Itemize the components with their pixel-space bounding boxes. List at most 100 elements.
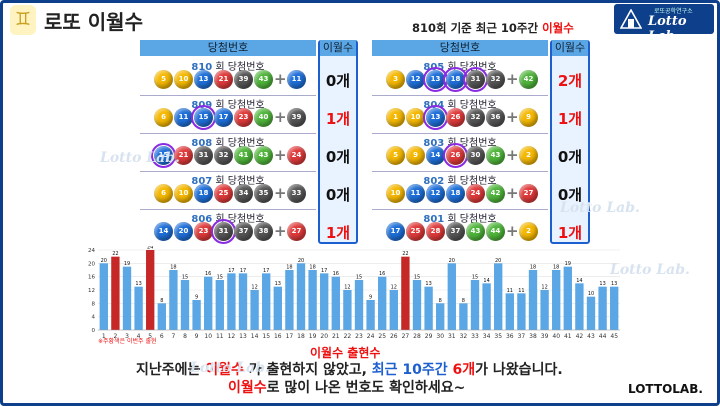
lotto-ball: 42 [486, 184, 505, 203]
data-label: 13 [275, 281, 281, 287]
brand-small-text: 로또공학연구소 [654, 8, 693, 15]
bar-6 [157, 303, 166, 330]
page-subtitle: 810회 기준 최근 10주간 이월수 [412, 20, 574, 36]
summary-keyword: 이월수 [228, 380, 267, 396]
x-tick-label: 21 [332, 333, 340, 340]
y-tick-label: 16 [88, 275, 95, 281]
bar-36 [505, 293, 514, 330]
data-label: 18 [286, 265, 292, 271]
y-tick-label: 8 [92, 301, 96, 307]
data-label: 15 [182, 275, 188, 281]
chart-legend-title: 이월수 출현수 [310, 346, 381, 360]
draw-number: 806 [191, 214, 213, 225]
lotto-ball: 18 [443, 67, 468, 92]
summary-text: 로 많이 나온 번호도 확인하세요~ [266, 380, 466, 396]
draw-row: 803 회 당첨번호 5 9 14 26 30 43 +2 0개 [372, 134, 590, 172]
draw-label-suffix: 회 당첨번호 [212, 214, 265, 225]
row-divider [140, 133, 316, 134]
carryover-count: 0개 [325, 72, 351, 90]
x-tick-label: 43 [587, 333, 595, 340]
data-label: 12 [391, 285, 397, 291]
carryover-count: 2개 [557, 72, 583, 90]
data-label: 20 [449, 258, 455, 264]
summary-count: 6개 [447, 362, 476, 378]
x-tick-label: 5 [148, 333, 152, 340]
x-tick-label: 31 [448, 333, 456, 340]
bar-4 [134, 286, 143, 330]
watermark: Lotto Lab. [190, 360, 270, 376]
draw-number: 810 [191, 62, 213, 73]
draw-label-suffix: 회 당첨번호 [444, 214, 497, 225]
data-label: 17 [228, 268, 234, 274]
lotto-ball: 28 [426, 222, 445, 241]
lotto-ball: 11 [406, 184, 425, 203]
lotto-ball: 9 [406, 146, 425, 165]
footer-brand: LOTTOLAB. [628, 382, 703, 396]
draw-label: 801 회 당첨번호 [372, 210, 548, 225]
bar-2 [111, 256, 120, 330]
lotto-ball: 36 [486, 108, 505, 127]
lotto-ball: 12 [406, 70, 425, 89]
data-label: 20 [101, 258, 107, 264]
data-label: 17 [321, 268, 327, 274]
x-tick-label: 2 [113, 333, 117, 340]
draw-row: 808 회 당첨번호 15 21 31 32 41 43 +24 0개 [140, 134, 358, 172]
draw-row: 801 회 당첨번호 17 25 28 37 43 44 +2 1개 [372, 210, 590, 248]
draw-row: 807 회 당첨번호 6 10 18 25 34 35 +33 0개 [140, 172, 358, 210]
watermark: Lotto Lab. [610, 262, 690, 278]
column-header-draw: 당첨번호 [140, 40, 316, 56]
lotto-ball: 41 [234, 146, 253, 165]
data-label: 18 [309, 265, 315, 271]
draw-label: 802 회 당첨번호 [372, 172, 548, 187]
bar-16 [273, 286, 282, 330]
draw-label-suffix: 회 당첨번호 [212, 176, 265, 187]
carryover-count: 1개 [557, 110, 583, 128]
draw-row: 809 회 당첨번호 6 11 15 17 23 40 +39 1개 [140, 96, 358, 134]
data-label: 13 [599, 281, 605, 287]
plus-icon: + [506, 222, 519, 240]
draw-number: 809 [191, 100, 213, 111]
data-label: 22 [112, 251, 118, 257]
lotto-ball: 10 [174, 70, 193, 89]
bar-1 [99, 263, 108, 330]
brand-logo: 로또공학연구소 Lotto Lab. [614, 4, 714, 44]
lotto-ball: 37 [446, 222, 465, 241]
carryover-count: 0개 [325, 186, 351, 204]
draw-label-suffix: 회 당첨번호 [444, 62, 497, 73]
lotto-ball: 15 [191, 105, 216, 130]
data-label: 20 [495, 258, 501, 264]
bonus-ball: 39 [287, 108, 306, 127]
bar-45 [610, 286, 619, 330]
x-tick-label: 29 [425, 333, 433, 340]
lotto-ball: 18 [194, 184, 213, 203]
data-label: 12 [251, 285, 257, 291]
data-label: 14 [483, 278, 489, 284]
bonus-ball: 2 [519, 146, 538, 165]
plus-icon: + [506, 108, 519, 126]
lotto-ball: 31 [194, 146, 213, 165]
data-label: 12 [344, 285, 350, 291]
bar-9 [192, 300, 201, 330]
data-label: 16 [333, 271, 339, 277]
bar-19 [308, 270, 317, 330]
lotto-ball: 14 [154, 222, 173, 241]
lotto-ball: 30 [466, 146, 485, 165]
lotto-ball: 23 [194, 222, 213, 241]
summary-text: 가 나왔습니다. [475, 362, 563, 378]
data-label: 8 [462, 298, 465, 304]
bar-3 [122, 266, 132, 330]
lotto-ball: 39 [234, 70, 253, 89]
draw-label: 809 회 당첨번호 [140, 96, 316, 111]
bar-44 [598, 286, 607, 330]
bar-18 [296, 263, 306, 330]
lotto-ball: 34 [234, 184, 253, 203]
x-tick-label: 44 [599, 333, 607, 340]
subtitle-highlight: 이월수 [542, 21, 574, 35]
carryover-count: 0개 [557, 186, 583, 204]
lotto-ball: 18 [446, 184, 465, 203]
carryover-count: 1개 [325, 110, 351, 128]
draw-label: 810 회 당첨번호 [140, 58, 316, 73]
x-tick-label: 37 [518, 333, 526, 340]
lotto-ball: 5 [154, 70, 173, 89]
